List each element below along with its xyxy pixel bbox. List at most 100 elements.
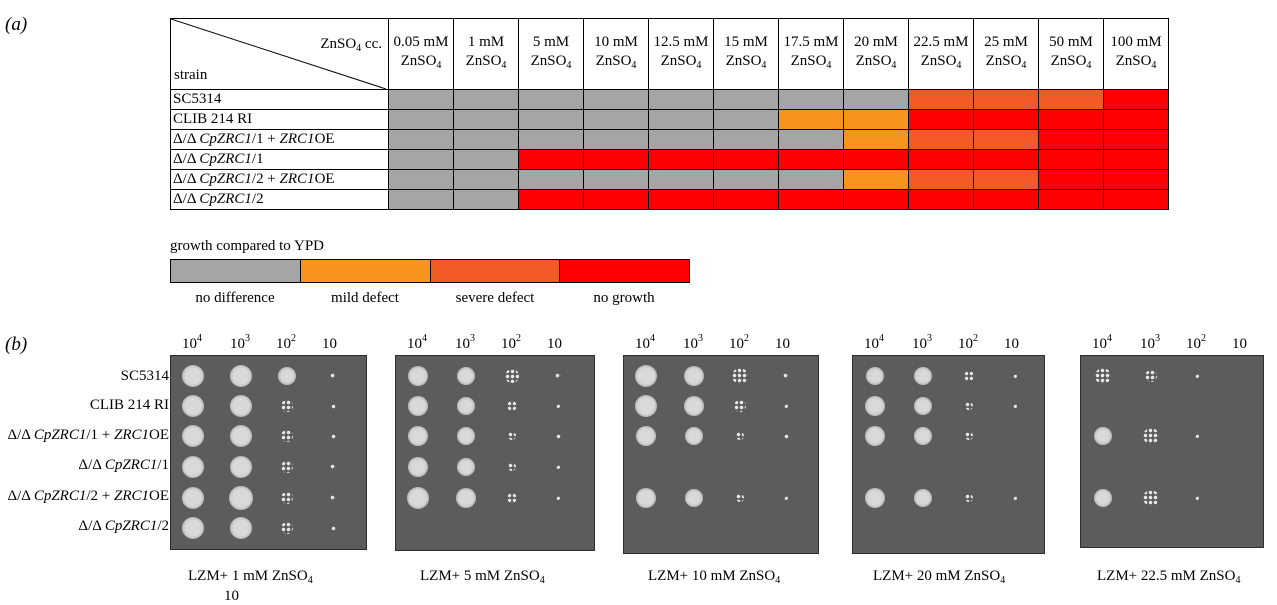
dilution-header: 102 — [729, 333, 749, 352]
table-body: SC5314 CLIB 214 RI Δ/Δ CpZRC1/1 + ZRC1OE Δ/… — [170, 89, 1169, 210]
colony-spot — [182, 395, 204, 417]
growth-cell — [1103, 189, 1169, 210]
colony-spot — [457, 397, 475, 415]
growth-cell — [973, 169, 1039, 190]
growth-cell — [778, 169, 844, 190]
dilution-header: 103 — [1140, 333, 1160, 352]
colony-spot — [408, 426, 428, 446]
legend-label-no-growth: no growth — [593, 290, 655, 306]
plate-caption: LZM+ 5 mM ZnSO4 — [420, 568, 545, 586]
colony-spot — [556, 496, 560, 500]
colony-spot — [1013, 374, 1017, 378]
column-header: 1 mM ZnSO4 — [453, 18, 519, 90]
colony-spot — [230, 395, 252, 417]
dilution-header: 10 — [322, 336, 337, 352]
corner-concentration-label: ZnSO4 cc. — [320, 36, 382, 54]
colony-spot — [281, 461, 293, 473]
agar-plate — [170, 355, 367, 550]
panel-b-label: (b) — [5, 334, 28, 355]
colony-spot — [556, 404, 560, 408]
colony-spot — [1094, 427, 1112, 445]
growth-cell — [583, 109, 649, 130]
growth-cell — [1038, 89, 1104, 110]
growth-cell — [778, 109, 844, 130]
table-header-row: ZnSO4 cc. strain 0.05 mM ZnSO4 1 mM ZnSO4 … — [170, 18, 1169, 90]
growth-cell — [908, 169, 974, 190]
colony-spot — [507, 493, 517, 503]
colony-spot — [281, 430, 293, 442]
growth-cell — [908, 189, 974, 210]
growth-cell — [843, 109, 909, 130]
growth-cell — [778, 89, 844, 110]
growth-cell — [778, 189, 844, 210]
legend-swatch-no-growth — [559, 259, 690, 283]
column-header: 12.5 mM ZnSO4 — [648, 18, 714, 90]
colony-spot — [914, 367, 932, 385]
colony-spot — [330, 403, 336, 409]
dilution-header: 104 — [1092, 333, 1112, 352]
dilution-header: 104 — [864, 333, 884, 352]
dilution-header: 10 — [547, 336, 562, 352]
growth-cell — [453, 189, 519, 210]
strain-name-cell: Δ/Δ CpZRC1/1 — [170, 149, 389, 170]
colony-spot — [684, 366, 704, 386]
colony-spot — [230, 365, 252, 387]
colony-spot — [965, 402, 973, 410]
corner-strain-label: strain — [174, 67, 208, 83]
colony-spot — [635, 395, 657, 417]
dilution-header: 102 — [501, 333, 521, 352]
growth-cell — [388, 109, 454, 130]
growth-cell — [388, 169, 454, 190]
growth-cell — [453, 169, 519, 190]
colony-spot — [281, 522, 293, 534]
growth-cell — [973, 129, 1039, 150]
strain-name-cell: Δ/Δ CpZRC1/2 + ZRC1OE — [170, 169, 389, 190]
growth-cell — [843, 189, 909, 210]
growth-cell — [973, 189, 1039, 210]
legend-label-severe-defect: severe defect — [455, 290, 535, 306]
colony-spot — [281, 400, 293, 412]
growth-cell — [518, 89, 584, 110]
colony-spot — [865, 426, 885, 446]
colony-spot — [1143, 428, 1159, 444]
dilution-header: 103 — [230, 333, 250, 352]
colony-spot — [508, 432, 516, 440]
colony-spot — [865, 488, 885, 508]
colony-spot — [736, 494, 744, 502]
table-row: Δ/Δ CpZRC1/1 — [170, 149, 1169, 170]
growth-cell — [648, 169, 714, 190]
column-header: 15 mM ZnSO4 — [713, 18, 779, 90]
legend-title: growth compared to YPD — [170, 238, 324, 254]
dilution-header: 103 — [912, 333, 932, 352]
growth-cell — [713, 149, 779, 170]
colony-spot — [964, 371, 974, 381]
table-row: Δ/Δ CpZRC1/1 + ZRC1OE — [170, 129, 1169, 150]
dilution-header: 103 — [455, 333, 475, 352]
colony-spot — [1195, 374, 1199, 378]
dilution-header: 103 — [683, 333, 703, 352]
table-row: Δ/Δ CpZRC1/2 + ZRC1OE — [170, 169, 1169, 190]
colony-spot — [330, 495, 336, 501]
agar-plate — [852, 355, 1045, 554]
colony-spot — [783, 433, 789, 439]
growth-cell — [1103, 149, 1169, 170]
strain-label: SC5314 — [120, 368, 169, 384]
colony-spot — [182, 365, 204, 387]
growth-cell — [1103, 129, 1169, 150]
growth-cell — [1038, 189, 1104, 210]
colony-spot — [865, 396, 885, 416]
colony-spot — [457, 458, 475, 476]
growth-cell — [973, 109, 1039, 130]
growth-cell — [388, 129, 454, 150]
colony-spot — [866, 367, 884, 385]
agar-plate — [395, 355, 595, 551]
colony-spot — [635, 365, 657, 387]
strain-name-cell: Δ/Δ CpZRC1/2 — [170, 189, 389, 210]
colony-spot — [783, 373, 789, 379]
colony-spot — [1095, 368, 1111, 384]
growth-cell — [843, 89, 909, 110]
growth-cell — [1103, 89, 1169, 110]
growth-cell — [583, 149, 649, 170]
column-header: 10 mM ZnSO4 — [583, 18, 649, 90]
colony-spot — [555, 373, 561, 379]
